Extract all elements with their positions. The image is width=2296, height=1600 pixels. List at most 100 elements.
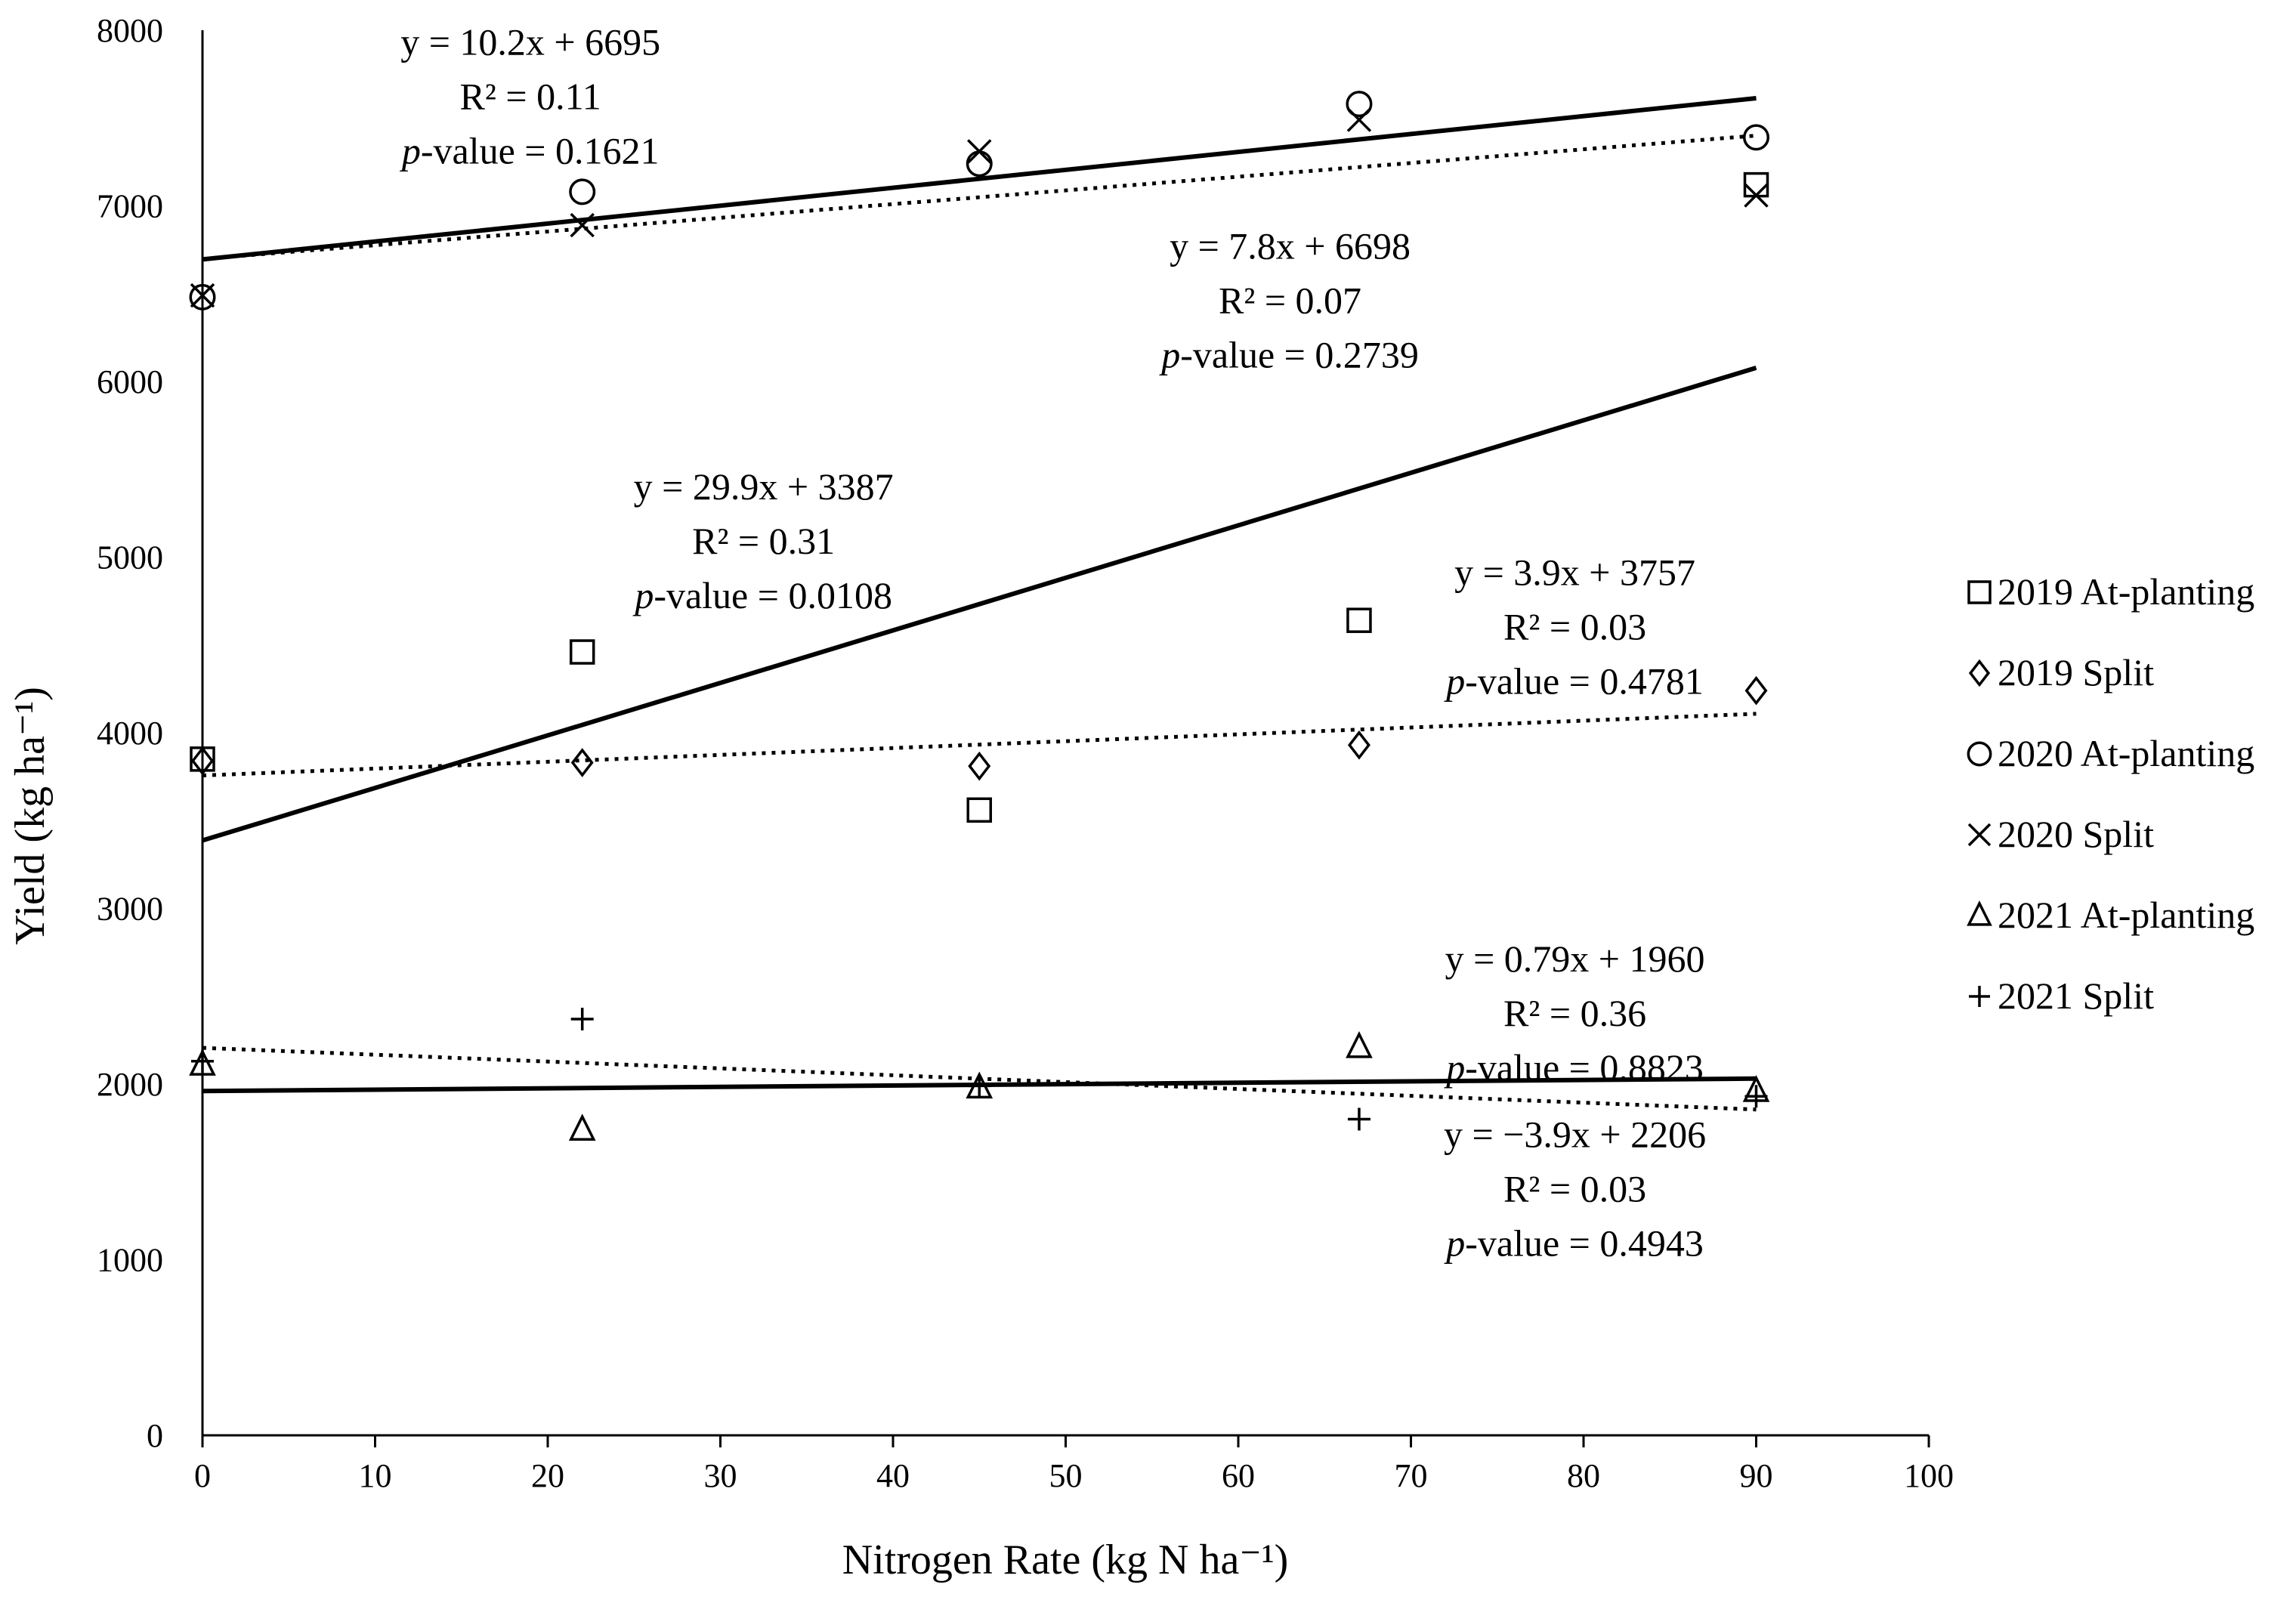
legend-label: 2021 At-planting — [1998, 894, 2254, 936]
legend-marker-x — [1967, 823, 1992, 847]
data-point-triangle — [568, 1114, 596, 1141]
data-point-diamond — [1744, 675, 1768, 706]
trend-equation: y = 10.2x + 6695 — [400, 21, 660, 63]
data-point-plus — [570, 1007, 594, 1030]
trend-r-squared: R² = 0.03 — [1503, 1168, 1646, 1210]
legend-item: 2019 Split — [1968, 651, 2154, 693]
x-tick-label: 20 — [531, 1457, 564, 1494]
p-value-text: -value = 0.2739 — [1180, 333, 1419, 375]
data-point-diamond — [191, 746, 214, 776]
data-point-circle — [1346, 91, 1373, 118]
trend-equation: y = −3.9x + 2206 — [1444, 1114, 1706, 1156]
y-tick-label: 6000 — [97, 363, 163, 400]
legend-item: 2021 Split — [1969, 975, 2154, 1017]
data-point-plus — [1347, 1107, 1370, 1131]
p-symbol: p — [1444, 1046, 1465, 1089]
data-point-x — [1744, 183, 1769, 208]
trend-p-value: p-value = 0.2739 — [1159, 333, 1419, 375]
x-tick-label: 0 — [194, 1457, 211, 1494]
x-tick-label: 90 — [1740, 1457, 1773, 1494]
trend-r-squared: R² = 0.07 — [1219, 279, 1361, 321]
legend-label: 2019 Split — [1998, 651, 2154, 693]
data-point-square — [1346, 607, 1372, 633]
data-point-x — [967, 139, 992, 164]
legend-marker-triangle — [1967, 900, 1992, 926]
trendline — [202, 365, 1757, 843]
p-symbol: p — [1159, 333, 1180, 375]
p-value-text: -value = 0.4943 — [1465, 1222, 1704, 1265]
y-tick-label: 7000 — [97, 188, 163, 225]
x-tick-label: 40 — [876, 1457, 910, 1494]
data-point-plus — [191, 1049, 214, 1073]
data-point-x — [1346, 107, 1372, 132]
trend-p-value: p-value = 0.0108 — [632, 574, 892, 616]
data-point-diamond — [968, 751, 991, 781]
legend: 2019 At-planting 2019 Split 2020 At-planti… — [1967, 570, 2254, 1017]
trend-r-squared: R² = 0.03 — [1503, 606, 1646, 648]
trend-r-squared: R² = 0.31 — [692, 520, 835, 562]
data-point-plus — [1744, 1085, 1768, 1108]
data-point-square — [966, 797, 992, 823]
data-points — [189, 91, 1770, 1141]
y-tick-label: 8000 — [97, 12, 163, 49]
trend-p-value: p-value = 0.8823 — [1444, 1046, 1704, 1089]
y-tick-label: 3000 — [97, 891, 163, 928]
data-point-diamond — [570, 748, 594, 777]
y-tick-label: 4000 — [97, 715, 163, 752]
x-tick-label: 10 — [359, 1457, 392, 1494]
x-axis-title: Nitrogen Rate (kg N ha⁻¹) — [842, 1537, 1289, 1583]
data-point-triangle — [189, 1049, 216, 1076]
x-tick-label: 80 — [1567, 1457, 1600, 1494]
data-point-diamond — [1347, 730, 1370, 760]
trendline — [202, 95, 1757, 262]
data-point-circle — [189, 283, 216, 310]
data-point-triangle — [1346, 1031, 1373, 1058]
legend-item: 2019 At-planting — [1967, 570, 2254, 613]
data-point-plus — [968, 1074, 991, 1098]
trend-p-value: p-value = 0.1621 — [400, 130, 660, 172]
trend-equation: y = 0.79x + 1960 — [1445, 937, 1705, 980]
x-tick-label: 70 — [1395, 1457, 1428, 1494]
y-tick-label: 0 — [147, 1417, 163, 1454]
p-symbol: p — [1444, 1222, 1465, 1265]
x-tick-label: 60 — [1222, 1457, 1255, 1494]
legend-label: 2019 At-planting — [1998, 570, 2254, 613]
x-tick-label: 100 — [1904, 1457, 1954, 1494]
trend-p-value: p-value = 0.4781 — [1444, 660, 1704, 703]
legend-item: 2020 At-planting — [1967, 732, 2254, 774]
p-value-text: -value = 0.0108 — [654, 574, 892, 616]
y-tick-label: 5000 — [97, 539, 163, 576]
data-point-square — [569, 639, 595, 665]
data-point-circle — [569, 178, 596, 205]
data-point-x — [190, 283, 215, 308]
p-symbol: p — [632, 574, 654, 616]
y-axis-title: Yield (kg ha⁻¹) — [7, 687, 54, 945]
legend-marker-diamond — [1968, 659, 1991, 687]
trend-equation: y = 7.8x + 6698 — [1170, 224, 1411, 267]
legend-marker-plus — [1969, 986, 1990, 1007]
legend-item: 2020 Split — [1967, 813, 2154, 855]
data-point-square — [1743, 171, 1769, 198]
legend-label: 2020 At-planting — [1998, 732, 2254, 774]
p-symbol: p — [400, 130, 421, 172]
legend-marker-circle — [1967, 741, 1992, 767]
x-tick-label: 50 — [1049, 1457, 1083, 1494]
p-value-text: -value = 0.4781 — [1465, 660, 1704, 703]
legend-item: 2021 At-planting — [1967, 894, 2254, 936]
data-point-circle — [1743, 124, 1769, 151]
p-symbol: p — [1444, 660, 1465, 703]
p-value-text: -value = 0.8823 — [1465, 1046, 1704, 1089]
trend-equation: y = 3.9x + 3757 — [1454, 551, 1695, 594]
trendline — [202, 712, 1757, 777]
p-value-text: -value = 0.1621 — [421, 130, 660, 172]
legend-marker-square — [1967, 580, 1992, 604]
legend-label: 2020 Split — [1998, 813, 2154, 855]
y-tick-label: 1000 — [97, 1242, 163, 1279]
trend-p-value: p-value = 0.4943 — [1444, 1222, 1704, 1265]
x-tick-label: 30 — [704, 1457, 737, 1494]
data-point-circle — [966, 150, 993, 178]
data-point-x — [570, 212, 595, 238]
axes: 0 10 20 30 40 50 60 70 80 90 100010002000300040005… — [97, 12, 1954, 1494]
trendline — [202, 134, 1757, 261]
